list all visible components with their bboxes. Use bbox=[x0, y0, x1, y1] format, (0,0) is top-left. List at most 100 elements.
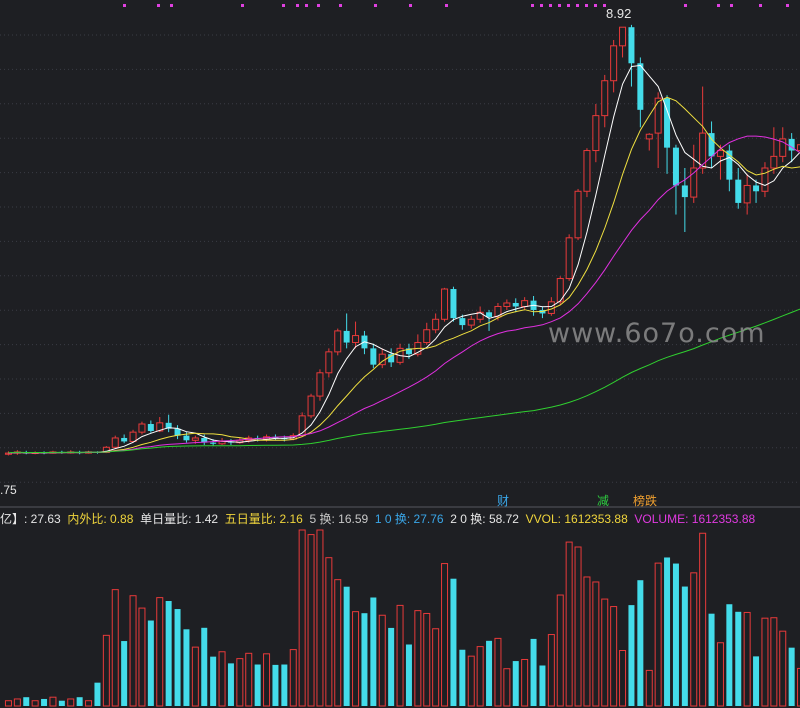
candle-body-up bbox=[645, 133, 653, 140]
volume-bar-up bbox=[316, 529, 324, 707]
candle-body-up bbox=[521, 300, 529, 307]
watermark: www.6o7o.com bbox=[548, 318, 766, 349]
volume-bar-up bbox=[31, 700, 39, 707]
volume-bar-up bbox=[797, 667, 800, 707]
volume-bar-down bbox=[637, 580, 644, 706]
candle-body-down bbox=[450, 289, 457, 319]
volume-bar-up bbox=[352, 611, 360, 707]
candle-body-up bbox=[476, 311, 484, 320]
volume-bar-up bbox=[289, 649, 297, 707]
volume-bar-down bbox=[788, 647, 795, 706]
volume-bar-up bbox=[218, 651, 226, 707]
volume-bar-down bbox=[343, 586, 350, 706]
candle-body-down bbox=[637, 63, 644, 110]
volume-bar-up bbox=[503, 668, 511, 707]
top-marker bbox=[786, 4, 789, 7]
top-marker bbox=[603, 4, 606, 7]
volume-bar-down bbox=[254, 664, 261, 706]
candle-body-up bbox=[592, 115, 600, 152]
volume-bar-up bbox=[610, 606, 618, 707]
volume-bar-up bbox=[547, 634, 555, 707]
ma20-line bbox=[8, 135, 800, 454]
volume-bar-up bbox=[102, 634, 110, 707]
candle-body-down bbox=[201, 437, 208, 443]
volume-bar-up bbox=[129, 595, 137, 707]
volume-bar-down bbox=[450, 578, 457, 706]
volume-bar-up bbox=[423, 612, 431, 707]
top-marker bbox=[282, 4, 285, 7]
candle-body-down bbox=[388, 354, 395, 363]
volume-bar-down bbox=[165, 600, 172, 706]
volume-bar-down bbox=[183, 629, 190, 706]
candle-body-up bbox=[441, 288, 449, 320]
grid-lines bbox=[0, 34, 800, 508]
volume-bar-up bbox=[716, 642, 724, 707]
ma60-line bbox=[8, 308, 800, 454]
volume-bar-up bbox=[156, 597, 164, 707]
indicator-bar: 亿】: 27.63 内外比: 0.88 单日量比: 1.42 五日量比: 2.1… bbox=[0, 509, 800, 529]
volume-bar-up bbox=[521, 658, 529, 707]
candle-body-up bbox=[699, 132, 707, 169]
candle-body-up bbox=[779, 138, 787, 157]
candle-body-up bbox=[743, 184, 751, 204]
volume-bar-down bbox=[539, 665, 546, 706]
volume-panel bbox=[4, 529, 800, 707]
candle-body-down bbox=[343, 330, 350, 343]
top-marker bbox=[549, 4, 552, 7]
indicator-5: 5 换: 16.59 bbox=[309, 512, 369, 526]
top-marker bbox=[123, 4, 126, 7]
volume-bar-down bbox=[370, 597, 377, 706]
volume-bar-up bbox=[245, 652, 253, 707]
candle-body-up bbox=[352, 335, 360, 344]
volume-bar-down bbox=[76, 697, 83, 706]
volume-bar-down bbox=[628, 605, 635, 706]
top-marker bbox=[594, 4, 597, 7]
volume-bar-up bbox=[574, 546, 582, 707]
indicator-9: VOLUME: 1612353.88 bbox=[634, 512, 756, 526]
volume-bar-down bbox=[486, 640, 493, 706]
top-marker bbox=[317, 4, 320, 7]
volume-bar-down bbox=[174, 609, 181, 706]
volume-bar-up bbox=[138, 607, 146, 707]
volume-bar-down bbox=[664, 557, 671, 706]
volume-bar-up bbox=[396, 604, 404, 707]
candle-body-down bbox=[147, 424, 154, 431]
volume-bar-up bbox=[467, 655, 475, 707]
top-marker bbox=[585, 4, 588, 7]
volume-bar-up bbox=[432, 628, 440, 707]
volume-bar-up bbox=[761, 617, 769, 707]
volume-bar-up bbox=[494, 637, 502, 707]
candle-body-up bbox=[156, 422, 164, 432]
candle-body-up bbox=[583, 150, 591, 192]
volume-bar-up bbox=[583, 576, 591, 707]
candle-body-down bbox=[664, 98, 671, 148]
candle-body-up bbox=[770, 155, 778, 169]
volume-bar-down bbox=[201, 627, 208, 706]
indicator-4: 五日量比: 2.16 bbox=[224, 512, 303, 526]
candle-body-down bbox=[512, 302, 519, 307]
top-marker bbox=[730, 4, 733, 7]
candle-body-up bbox=[654, 97, 662, 134]
volume-bar-down bbox=[23, 697, 30, 706]
candle-body-down bbox=[121, 437, 128, 442]
volume-bar-up bbox=[85, 700, 93, 707]
volume-bar-down bbox=[681, 586, 688, 706]
volume-bar-up bbox=[307, 534, 315, 707]
candle-body-down bbox=[486, 312, 493, 317]
volume-bar-down bbox=[735, 611, 742, 706]
candle-body-up bbox=[556, 278, 564, 303]
candle-body-down bbox=[672, 147, 679, 186]
candles bbox=[4, 24, 800, 456]
volume-bar-down bbox=[281, 664, 288, 706]
top-marker bbox=[157, 4, 160, 7]
candle-body-up bbox=[690, 167, 698, 198]
indicator-7: 2 0 换: 58.72 bbox=[450, 512, 519, 526]
volume-bar-down bbox=[227, 663, 234, 706]
volume-bar-up bbox=[619, 649, 627, 707]
candle-body-down bbox=[708, 133, 715, 157]
candle-body-down bbox=[628, 27, 635, 64]
volume-bar-up bbox=[441, 563, 449, 707]
volume-bar-down bbox=[41, 698, 48, 706]
volume-bar-up bbox=[779, 630, 787, 707]
